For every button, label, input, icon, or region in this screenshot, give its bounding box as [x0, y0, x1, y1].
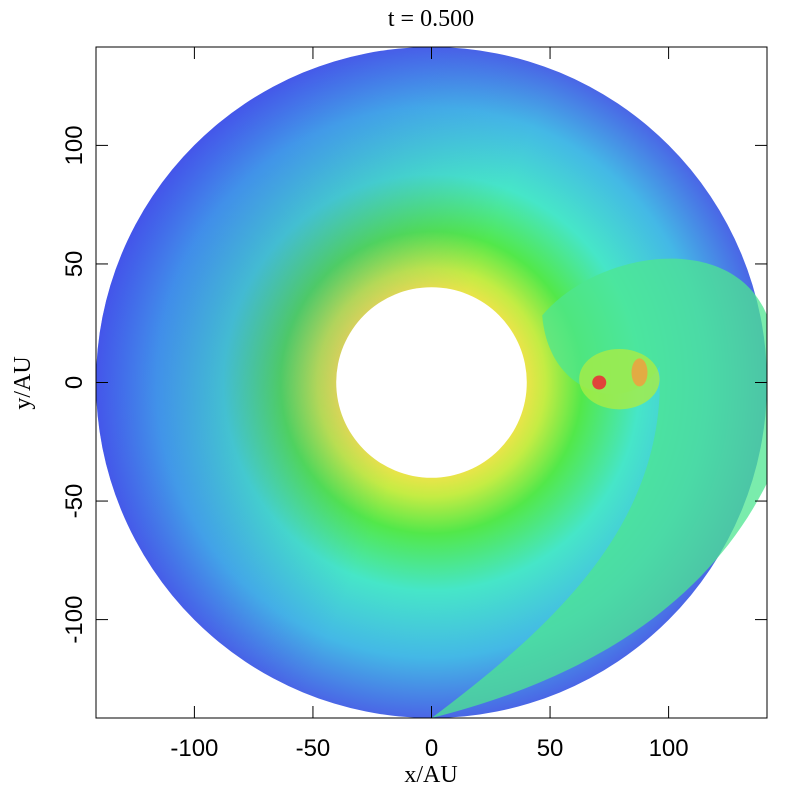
- hot-spot: [631, 358, 648, 387]
- chart-title: t = 0.500: [388, 6, 474, 32]
- x-tick-label: 100: [649, 735, 689, 762]
- y-tick-label: 0: [61, 376, 88, 389]
- x-tick-label: -100: [170, 735, 218, 762]
- x-tick-label: 0: [425, 735, 438, 762]
- inner-hole: [336, 287, 527, 478]
- spiral-core: [579, 348, 660, 410]
- y-tick-label: 50: [61, 251, 88, 278]
- y-tick-label: -50: [61, 484, 88, 519]
- x-tick-label: -50: [296, 735, 331, 762]
- hot-spot: [592, 375, 607, 390]
- x-axis-label: x/AU: [404, 762, 457, 788]
- y-tick-label: 100: [61, 125, 88, 165]
- y-axis-label: y/AU: [10, 356, 36, 409]
- spiral-arm: [431, 258, 767, 718]
- y-tick-label: -100: [61, 596, 88, 644]
- disk-image: [96, 47, 767, 718]
- x-tick-label: 50: [537, 735, 564, 762]
